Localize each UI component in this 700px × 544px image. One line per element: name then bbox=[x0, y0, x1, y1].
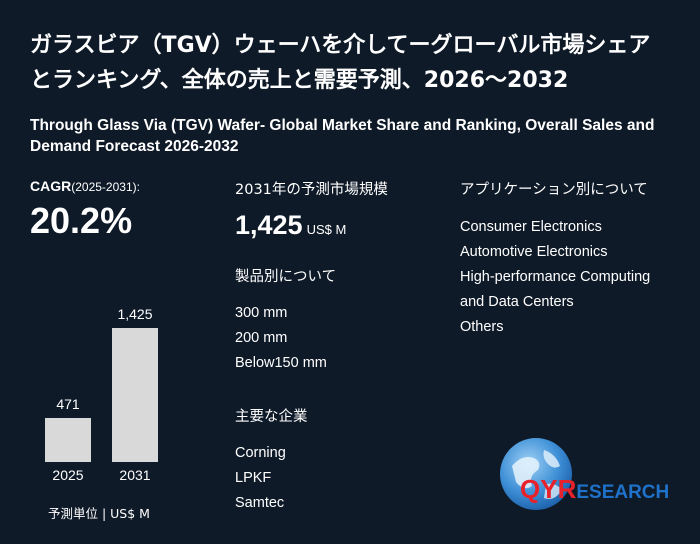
market-size-heading: 2031年の予測市場規模 bbox=[235, 182, 388, 198]
application-item: High-performance Computing bbox=[460, 269, 651, 285]
market-size-unit: US$ M bbox=[306, 222, 347, 237]
company-item: Corning bbox=[235, 445, 286, 461]
cagr-value: 20.2% bbox=[30, 200, 133, 241]
product-item: Below150 mm bbox=[235, 355, 327, 371]
application-item: Others bbox=[460, 319, 504, 335]
product-item: 300 mm bbox=[235, 305, 288, 321]
bar-value-label: 471 bbox=[56, 395, 80, 412]
application-item: and Data Centers bbox=[460, 294, 574, 310]
companies-heading: 主要な企業 bbox=[235, 409, 308, 425]
bar-category-label: 2025 bbox=[52, 467, 84, 483]
application-item: Automotive Electronics bbox=[460, 244, 608, 260]
bar-2025 bbox=[45, 417, 91, 462]
market-size-number: 1,425 bbox=[235, 210, 303, 240]
qyresearch-logo bbox=[500, 438, 572, 510]
product-heading: 製品別について bbox=[235, 269, 337, 285]
title-japanese: ガラスビア（TGV）ウェーハを介してーグローバル市場シェアとランキング、全体の売… bbox=[30, 33, 651, 93]
company-item: Samtec bbox=[235, 495, 285, 511]
bar-2031 bbox=[112, 328, 158, 462]
logo-research: ESEARCH bbox=[576, 482, 670, 503]
title-english: Through Glass Via (TGV) Wafer- Global Ma… bbox=[30, 117, 655, 155]
product-list: 300 mm 200 mm Below150 mm bbox=[235, 301, 327, 376]
application-heading: アプリケーション別について bbox=[460, 182, 648, 198]
logo-qyr: QYR bbox=[520, 474, 577, 504]
product-item: 200 mm bbox=[235, 330, 288, 346]
bar-value-label: 1,425 bbox=[117, 306, 153, 322]
company-item: LPKF bbox=[235, 470, 272, 486]
cagr-label: CAGR(2025-2031): bbox=[30, 178, 140, 194]
bar-category-label: 2031 bbox=[119, 467, 151, 483]
market-size-value: 1,425 US$ M bbox=[235, 210, 346, 241]
unit-note: 予測単位 | US$ M bbox=[48, 506, 150, 521]
cagr-label-text: CAGR bbox=[30, 178, 72, 194]
logo-wordmark: QYRESEARCH bbox=[520, 474, 669, 505]
application-item: Consumer Electronics bbox=[460, 219, 602, 235]
companies-list: Corning LPKF Samtec bbox=[235, 441, 286, 516]
cagr-period: (2025-2031): bbox=[71, 180, 140, 194]
application-list: Consumer Electronics Automotive Electron… bbox=[460, 215, 650, 340]
